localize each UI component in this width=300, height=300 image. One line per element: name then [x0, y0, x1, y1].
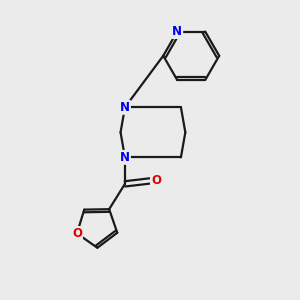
Text: N: N — [120, 101, 130, 114]
Text: N: N — [172, 25, 182, 38]
Text: N: N — [120, 151, 130, 164]
Text: O: O — [151, 174, 161, 188]
Text: O: O — [72, 227, 82, 240]
